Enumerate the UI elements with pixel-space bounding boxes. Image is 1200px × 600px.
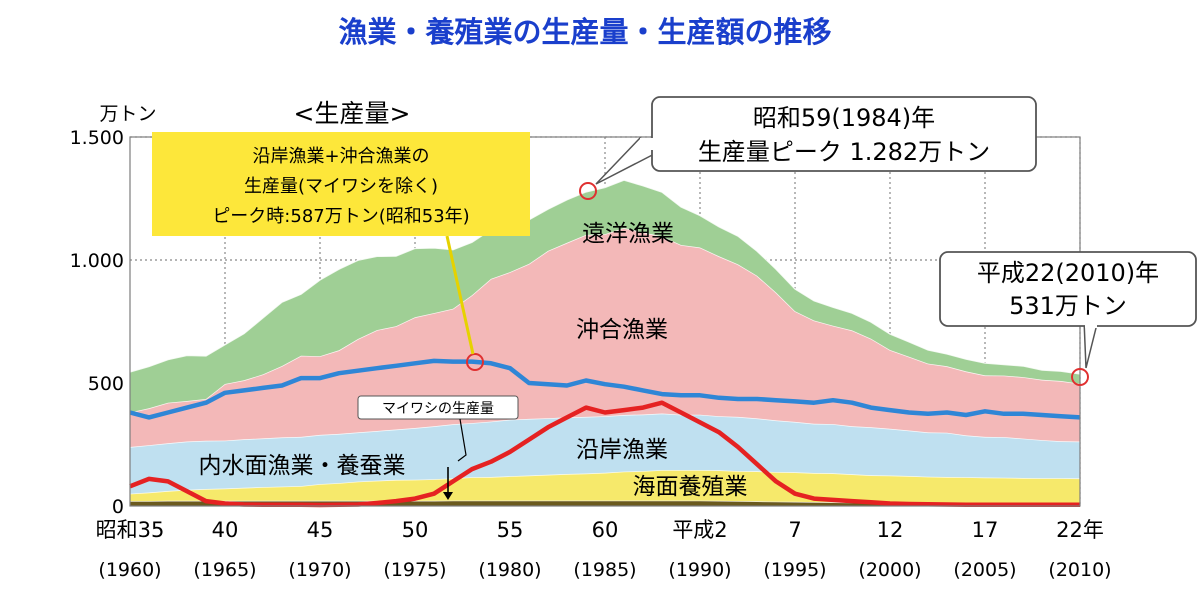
x-tick-label: 22年	[1056, 518, 1104, 542]
y-axis-ticks: 0 500 1.000 1.500	[70, 127, 124, 518]
x-tick-sublabel: (2005)	[953, 559, 1016, 581]
area-boundary-4	[129, 179, 1081, 375]
x-tick-label: 40	[212, 518, 239, 542]
area-series-3	[130, 228, 1080, 447]
sardine-label-pointer	[457, 418, 467, 462]
x-tick-label: 12	[877, 518, 904, 542]
x-tick-sublabel: (1980)	[478, 559, 541, 581]
overlay-lines	[129, 358, 1081, 508]
area-series-4	[130, 180, 1080, 413]
area-label-marine-aquaculture: 海面養殖業	[633, 474, 748, 500]
latest-callout-text-1: 平成22(2010)年	[977, 259, 1159, 287]
stacked-areas	[129, 179, 1081, 506]
chart-title: 漁業・養殖業の生産量・生産額の推移	[338, 15, 831, 49]
sardine-line	[129, 400, 1080, 508]
y-tick-label: 1.500	[70, 127, 124, 149]
latest-circle	[1071, 368, 1089, 386]
x-tick-sublabel: (1960)	[98, 559, 161, 581]
area-series-1	[130, 470, 1080, 505]
x-axis-ticks: 昭和35 (1960) 40 (1965) 45 (1970) 50 (1975) 55 (198…	[96, 518, 1112, 581]
area-series-2	[130, 413, 1080, 494]
coastal-peak-circle	[466, 353, 484, 371]
peak-callout-text-2: 生産量ピーク 1.282万トン	[698, 138, 990, 166]
x-tick-label: 17	[972, 518, 999, 542]
latest-callout-text-2: 531万トン	[1009, 292, 1127, 320]
x-tick-label: 昭和35	[96, 518, 165, 542]
x-tick-sublabel: (1970)	[288, 559, 351, 581]
sardine-label: マイワシの生産量	[382, 401, 494, 417]
x-tick-label: 45	[307, 518, 334, 542]
coastal-offshore-line	[129, 358, 1081, 420]
x-tick-sublabel: (1990)	[668, 559, 731, 581]
x-tick-label: 55	[497, 518, 524, 542]
area-label-offshore: 沖合漁業	[576, 317, 668, 343]
y-tick-label: 500	[88, 373, 124, 395]
peak-circle	[579, 182, 597, 200]
inland-pointer-head	[443, 492, 453, 500]
peak-callout	[651, 96, 1037, 172]
y-axis-unit: 万トン	[99, 103, 156, 125]
x-tick-label: 60	[592, 518, 619, 542]
x-tick-label: 50	[402, 518, 429, 542]
latest-callout	[939, 251, 1197, 327]
x-tick-sublabel: (2000)	[858, 559, 921, 581]
coastal-peak-pointer	[445, 235, 475, 355]
x-tick-sublabel: (1975)	[383, 559, 446, 581]
x-tick-label: 平成2	[672, 518, 727, 542]
area-label-inland: 内水面漁業・養蚕業	[199, 453, 406, 479]
x-tick-sublabel: (1985)	[573, 559, 636, 581]
x-tick-sublabel: (1965)	[193, 559, 256, 581]
x-tick-sublabel: (1995)	[763, 559, 826, 581]
area-label-coastal: 沿岸漁業	[576, 437, 668, 463]
coastal-peak-text-3: ピーク時:587万トン(昭和53年)	[212, 206, 469, 227]
area-label-distant: 遠洋漁業	[582, 221, 674, 247]
coastal-peak-text-2: 生産量(マイワシを除く)	[244, 176, 438, 197]
x-tick-label: 7	[788, 518, 801, 542]
chart-subtitle: <生産量>	[294, 99, 411, 128]
y-tick-label: 1.000	[70, 250, 124, 272]
x-tick-sublabel: (2010)	[1048, 559, 1111, 581]
coastal-peak-callout	[152, 132, 530, 236]
sardine-label-box	[357, 395, 519, 420]
coastal-peak-text-1: 沿岸漁業+沖合漁業の	[252, 146, 429, 167]
peak-callout-text-1: 昭和59(1984)年	[753, 104, 935, 132]
y-tick-label: 0	[112, 496, 124, 518]
